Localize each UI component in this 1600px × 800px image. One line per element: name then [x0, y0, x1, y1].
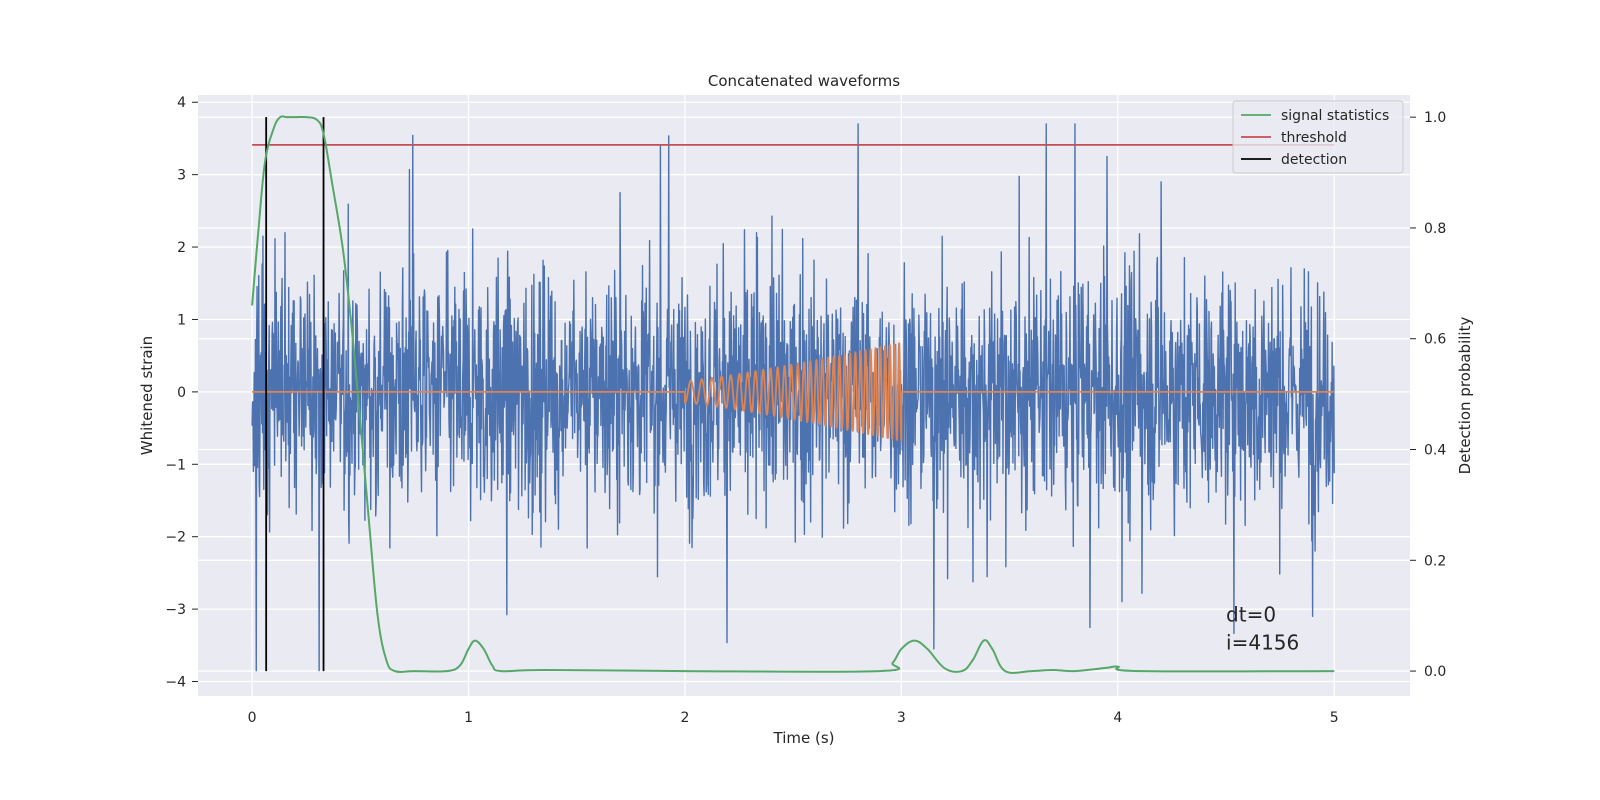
x-tick-label: 0: [248, 710, 257, 726]
series-signal-statistics: [251, 115, 1335, 674]
y2-tick-label: 0.0: [1424, 664, 1446, 680]
x-axis-label: Time (s): [773, 729, 835, 747]
x-tick-label: 3: [897, 710, 906, 726]
y-tick-label: 0: [177, 385, 186, 401]
y-axis-label: Whitened strain: [138, 336, 156, 455]
y2-tick-label: 0.8: [1424, 221, 1446, 237]
y-tick-label: 4: [177, 95, 186, 111]
series-strain: [251, 123, 1335, 672]
y-tick-label: 1: [177, 312, 186, 328]
legend-box: [1232, 100, 1404, 174]
y2-axis-label: Detection probability: [1456, 317, 1474, 475]
y2-tick-label: 1.0: [1424, 110, 1446, 126]
chart-title: Concatenated waveforms: [708, 72, 900, 90]
y-tick-label: −4: [165, 675, 186, 691]
annotation-dt: dt=0: [1226, 603, 1276, 627]
y-tick-label: 2: [177, 240, 186, 256]
x-tick-label: 4: [1113, 710, 1122, 726]
series-injected-waveform: [252, 342, 1335, 443]
axis-ticks: 0 1 2 3 4 5 −4 −3 −2 −1 0 1 2 3 4 0.0 0.2 0.4 0.6 0.8 1.0: [165, 95, 1446, 726]
y-tick-label: −1: [165, 457, 186, 473]
y-tick-label: −3: [165, 602, 186, 618]
x-tick-label: 2: [681, 710, 690, 726]
legend-label-signal-statistics: signal statistics: [1281, 108, 1389, 124]
y-tick-label: −2: [165, 530, 186, 546]
plot-content: [251, 115, 1335, 674]
x-tick-label: 1: [464, 710, 473, 726]
y2-tick-label: 0.2: [1424, 553, 1446, 569]
annotation-index: i=4156: [1226, 631, 1299, 655]
y2-tick-label: 0.4: [1424, 443, 1446, 459]
y-tick-label: 3: [177, 168, 186, 184]
x-tick-label: 5: [1330, 710, 1339, 726]
y2-tick-label: 0.6: [1424, 332, 1446, 348]
legend-label-detection: detection: [1281, 152, 1347, 168]
legend-label-threshold: threshold: [1281, 130, 1347, 146]
legend: signal statistics threshold detection: [1232, 100, 1404, 174]
